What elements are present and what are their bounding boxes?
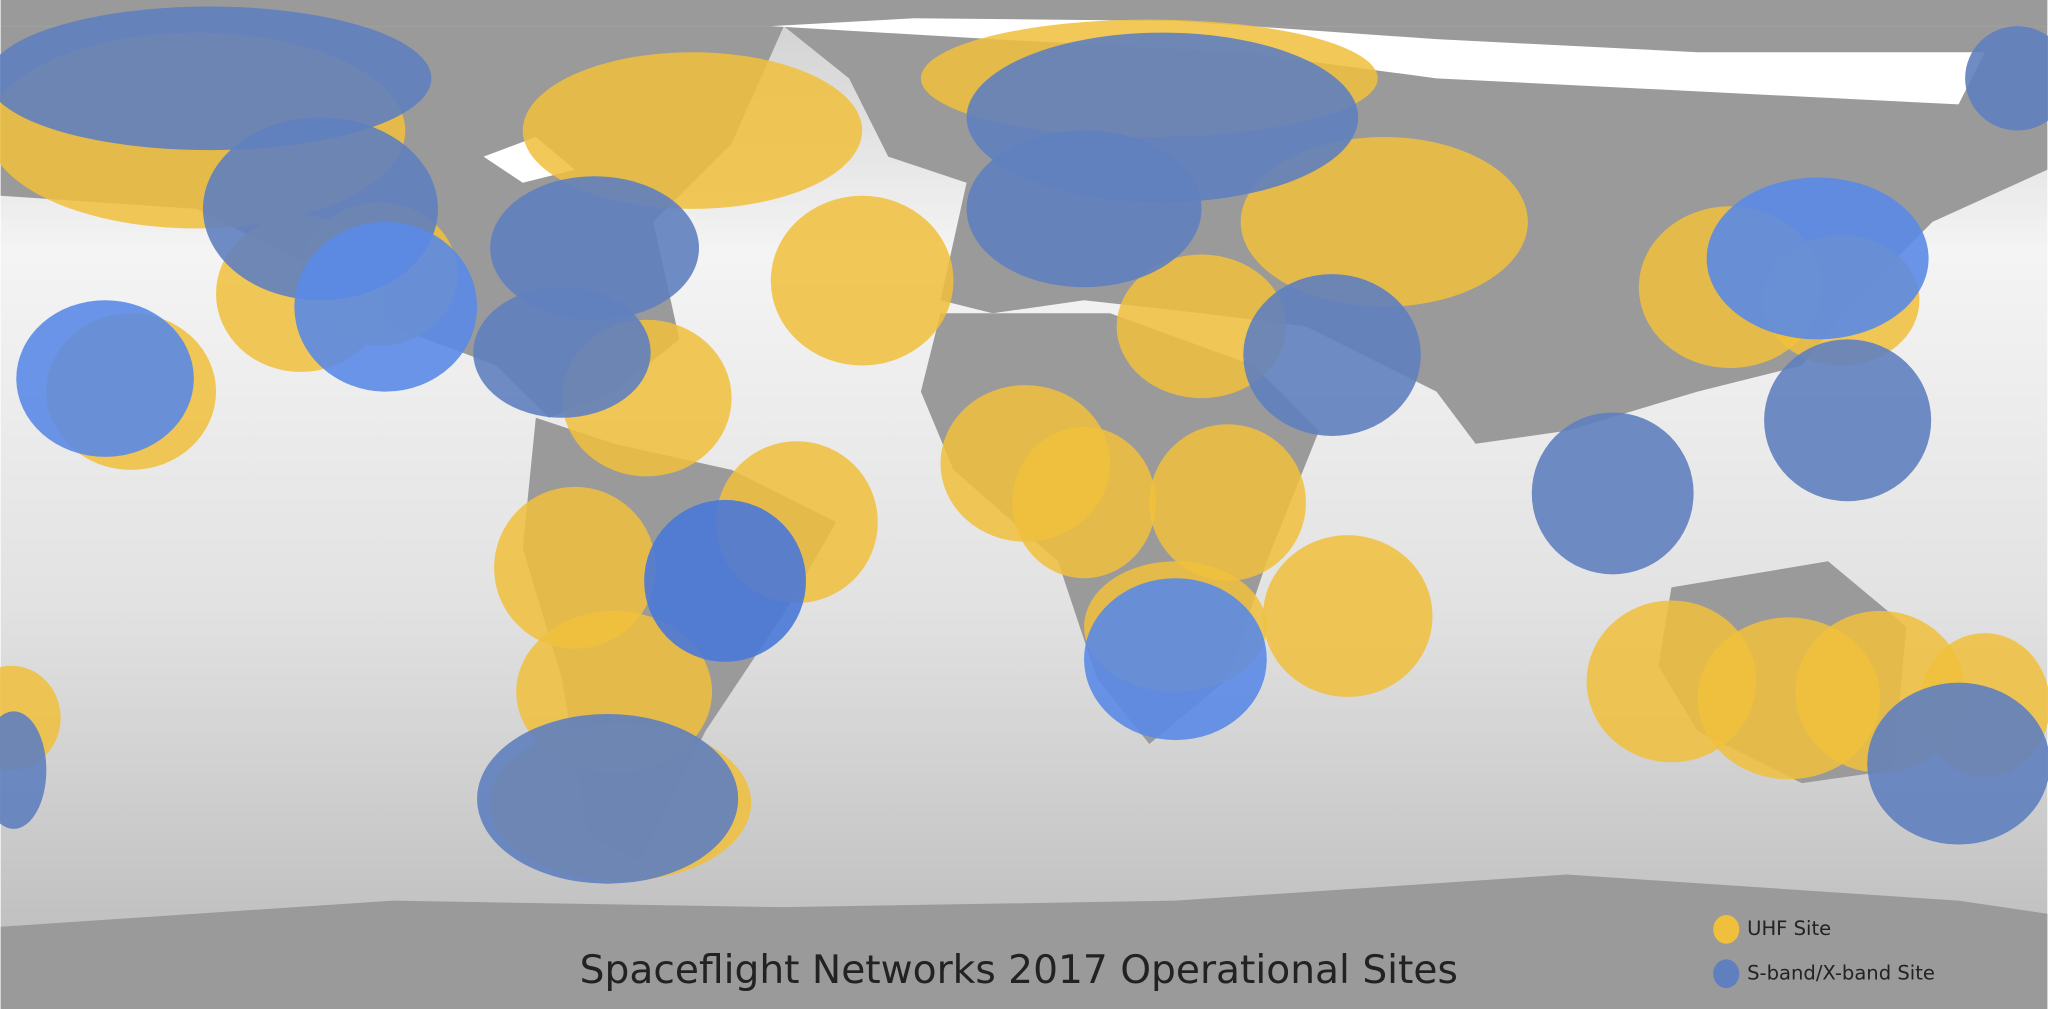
sband-coverage (0, 6, 2048, 884)
legend-label: S-band/X-band Site (1747, 961, 1935, 984)
map-title: Spaceflight Networks 2017 Operational Si… (580, 948, 1458, 993)
legend-swatch (1713, 915, 1740, 944)
legend-label: UHF Site (1747, 917, 1831, 940)
legend-swatch (1713, 959, 1740, 989)
